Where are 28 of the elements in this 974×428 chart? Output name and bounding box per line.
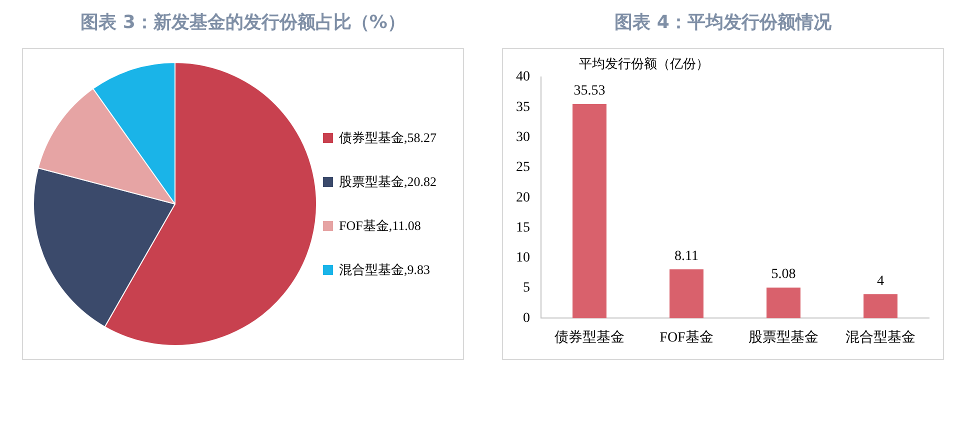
y-tick-label: 15: [516, 220, 530, 236]
x-tick-label: 混合型基金: [846, 329, 916, 346]
x-tick-label: 股票型基金: [748, 329, 818, 346]
bar: [572, 104, 606, 318]
legend-label: FOF基金,11.08: [339, 217, 421, 235]
y-tick-label: 0: [523, 310, 530, 326]
chart-title: 图表 4：平均发行份额情况: [614, 11, 832, 35]
data-label: 8.11: [674, 248, 698, 264]
bar: [766, 288, 800, 318]
y-tick-label: 20: [516, 190, 530, 206]
legend-label: 股票型基金,20.82: [339, 173, 436, 191]
data-label: 4: [877, 274, 884, 289]
x-tick-label: 债券型基金: [554, 329, 624, 346]
y-axis-title: 平均发行份额（亿份）: [579, 55, 709, 73]
data-label: 35.53: [574, 84, 606, 99]
y-tick-label: 35: [516, 100, 530, 115]
legend-label: 混合型基金,9.83: [339, 261, 430, 279]
y-tick-label: 25: [516, 160, 530, 176]
legend-label: 债券型基金,58.27: [339, 129, 436, 147]
chart-title: 图表 3：新发基金的发行份额占比（%）: [80, 11, 406, 35]
x-tick-label: FOF基金: [660, 329, 714, 346]
y-tick-label: 5: [523, 280, 530, 296]
bar: [864, 294, 898, 318]
y-tick-label: 30: [516, 130, 530, 145]
y-tick-label: 10: [516, 250, 530, 266]
data-label: 5.08: [771, 267, 796, 282]
bar: [670, 269, 704, 318]
y-tick-label: 40: [516, 70, 530, 85]
